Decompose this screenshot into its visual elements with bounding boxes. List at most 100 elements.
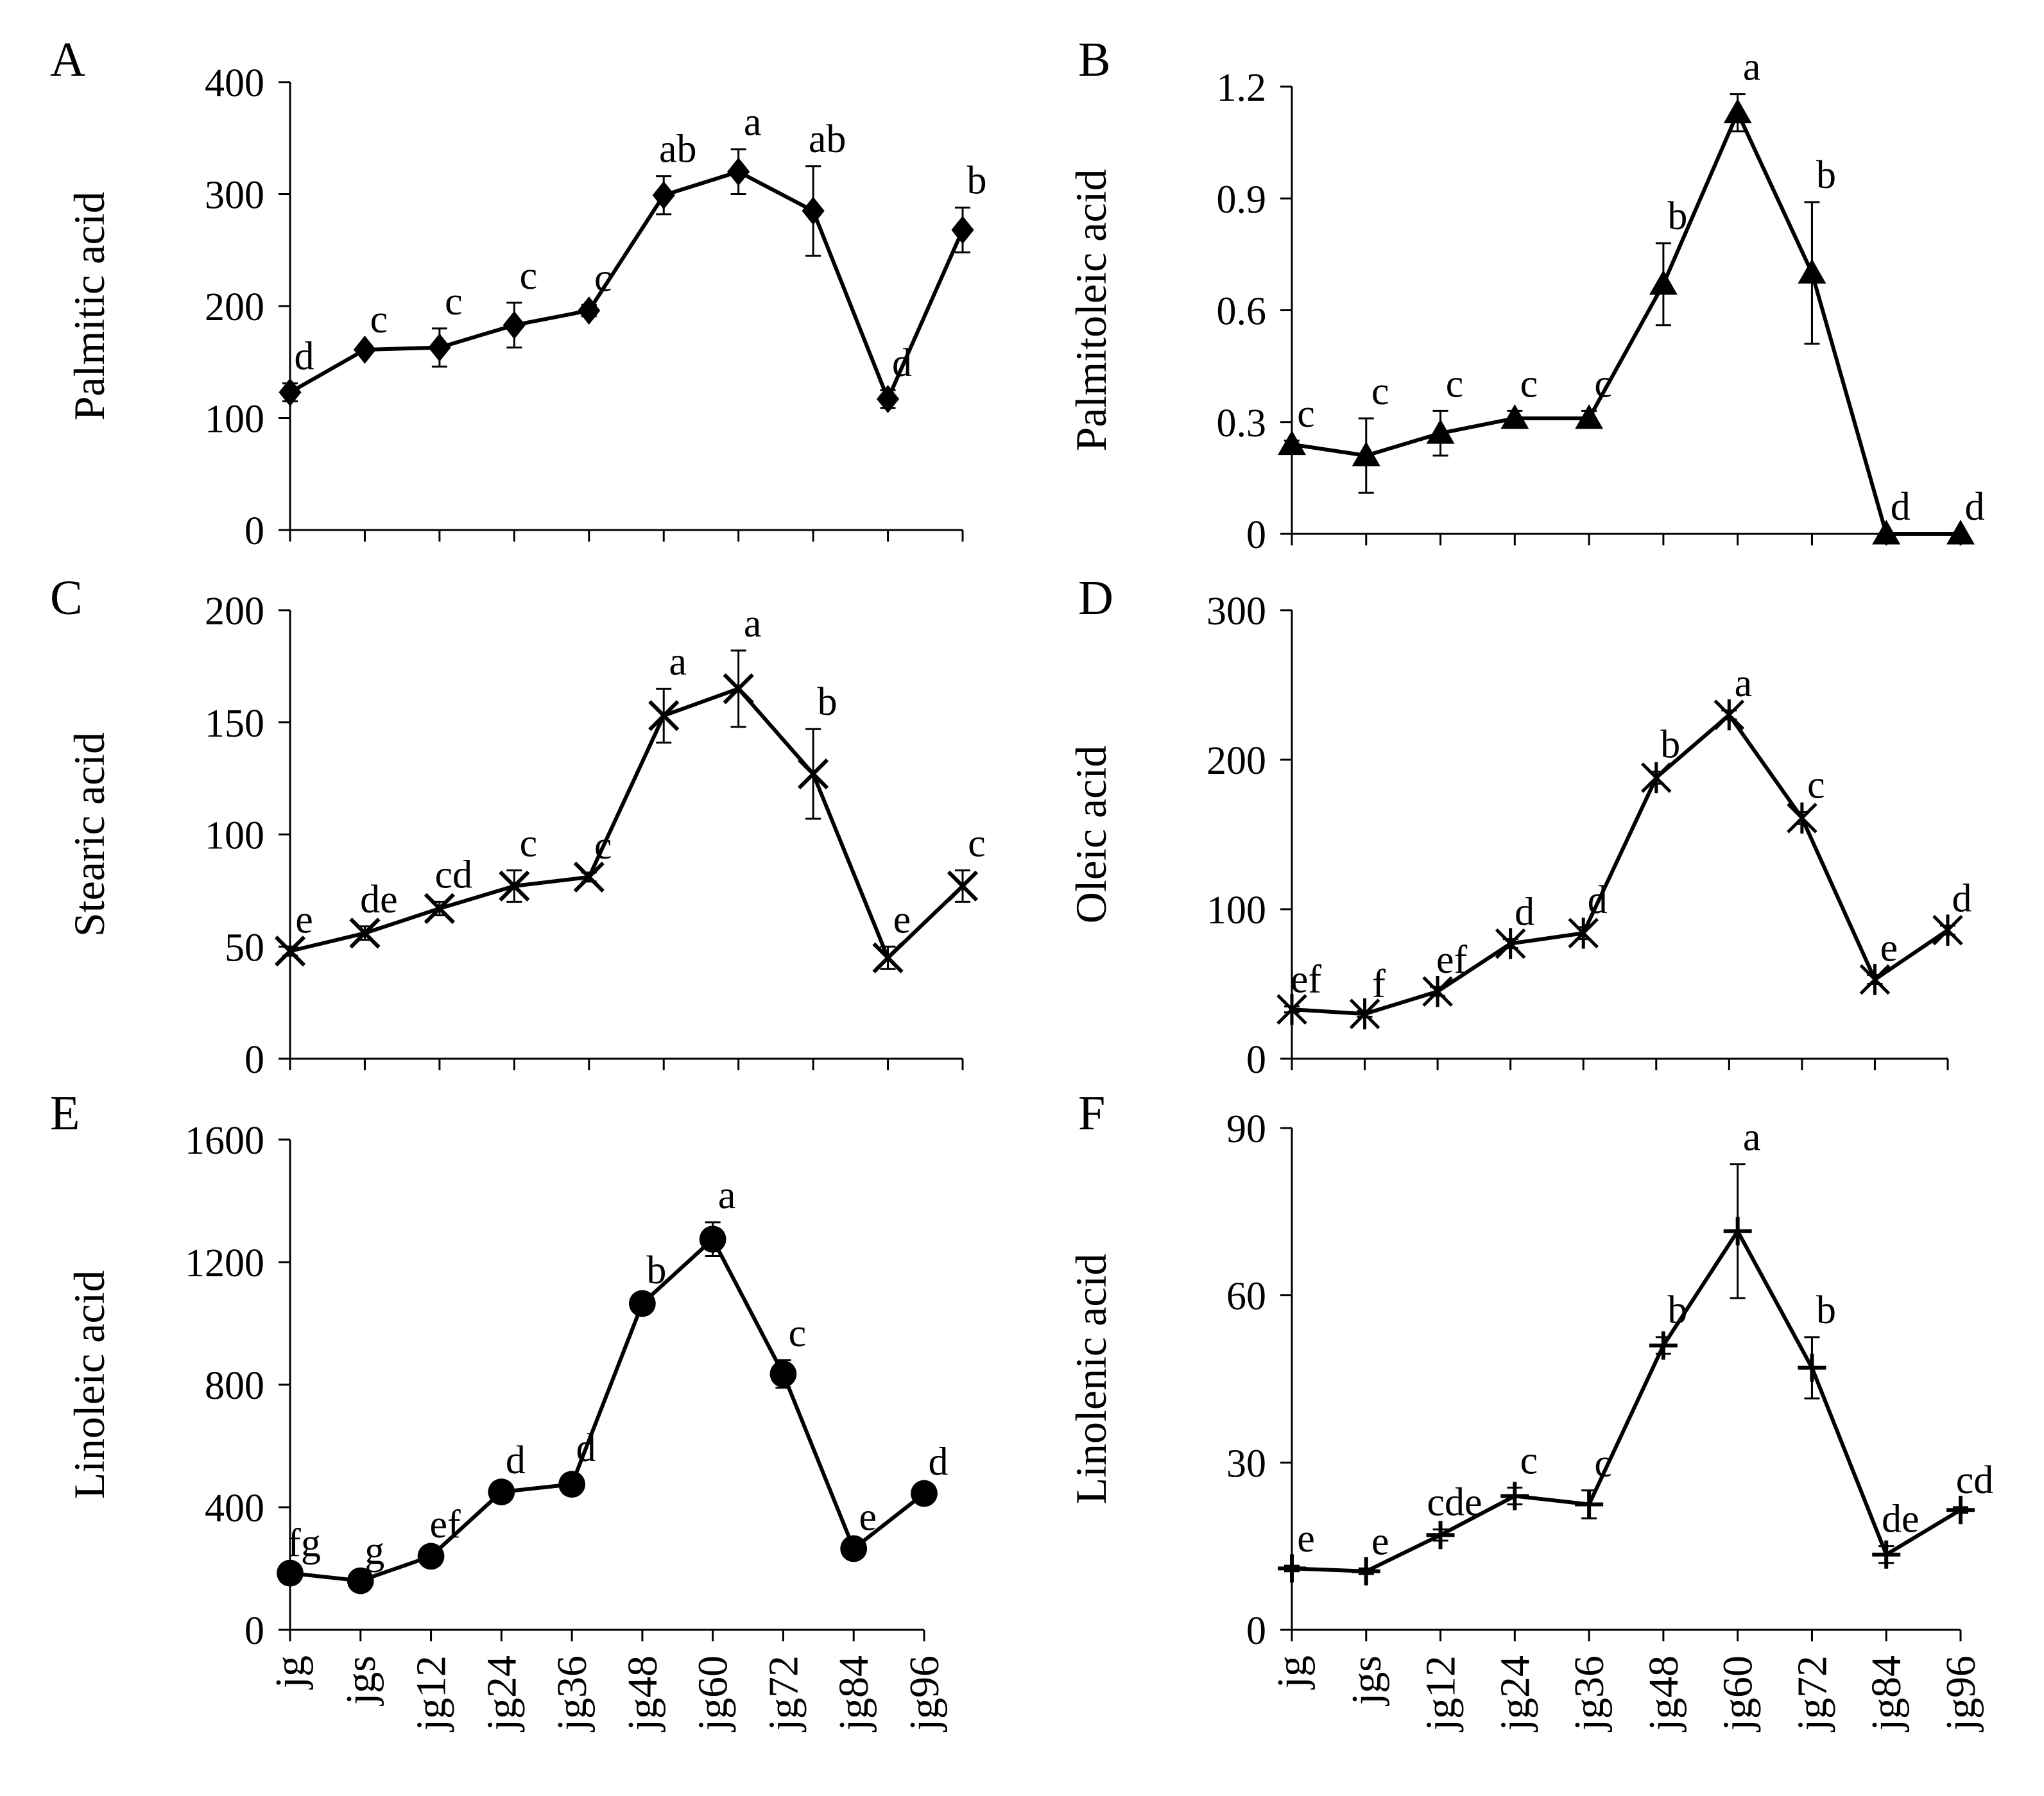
- x-category-label-f: jg72: [1789, 1655, 1835, 1732]
- x-category-label-f: jg96: [1937, 1655, 1984, 1732]
- data-point-f: [1723, 1217, 1752, 1245]
- significance-label-f: e: [1297, 1517, 1315, 1561]
- x-category-label-f: jg24: [1491, 1655, 1538, 1732]
- significance-label-e: fg: [288, 1521, 321, 1565]
- data-point-c: [573, 861, 605, 893]
- data-point-d: [1276, 993, 1307, 1025]
- data-point-f: [1798, 1353, 1826, 1382]
- y-tick-label-c: 150: [205, 702, 264, 746]
- data-point-c: [947, 870, 979, 902]
- y-axis-title-e: Linoleic acid: [65, 1270, 114, 1500]
- significance-label-c: c: [968, 821, 986, 865]
- y-tick-label-e: 400: [205, 1487, 264, 1530]
- x-category-label-f: jg36: [1566, 1655, 1613, 1732]
- data-point-e: [417, 1543, 445, 1570]
- significance-label-d: b: [1660, 723, 1680, 767]
- data-point-d: [1349, 998, 1380, 1030]
- data-point-a: [652, 181, 675, 210]
- panel-letter-b: B: [1078, 33, 1111, 87]
- y-tick-label-b: 0: [1246, 513, 1266, 557]
- y-tick-label-e: 1200: [185, 1242, 264, 1285]
- significance-label-f: cd: [1956, 1458, 1994, 1502]
- x-category-label-e: jg24: [478, 1655, 525, 1732]
- data-point-e: [347, 1567, 374, 1595]
- y-tick-label-d: 0: [1246, 1038, 1266, 1082]
- significance-label-f: cde: [1427, 1481, 1482, 1525]
- data-point-c: [648, 700, 680, 731]
- data-point-b: [1872, 520, 1901, 545]
- data-point-d: [1713, 699, 1745, 731]
- significance-label-b: c: [1371, 370, 1389, 413]
- significance-label-b: c: [1297, 392, 1315, 436]
- y-tick-label-d: 300: [1207, 590, 1266, 633]
- data-point-c: [723, 673, 754, 705]
- x-category-label-e: jg96: [901, 1655, 948, 1732]
- panel-b: B 0 0.3 0.6 0.9 1.2 Palmitoleic acid c c c c c b a b d d: [1067, 33, 1985, 557]
- significance-label-c: c: [520, 821, 538, 865]
- significance-label-b: c: [1446, 362, 1464, 406]
- y-tick-label-f: 90: [1226, 1108, 1266, 1151]
- significance-label-e: d: [576, 1426, 596, 1470]
- data-point-e: [840, 1535, 868, 1562]
- significance-label-c: a: [744, 602, 762, 646]
- significance-label-f: b: [1667, 1288, 1687, 1332]
- series-line-e: [289, 1237, 925, 1583]
- significance-label-a: b: [967, 158, 987, 202]
- significance-label-a: ab: [659, 128, 697, 171]
- data-point-f: [1426, 1521, 1455, 1550]
- data-point-b: [1946, 520, 1975, 545]
- series-line-b: [1291, 110, 1961, 536]
- data-point-f: [1946, 1496, 1975, 1525]
- y-tick-label-b: 1.2: [1217, 66, 1267, 110]
- x-category-label-e: jgs: [338, 1655, 384, 1706]
- significance-label-f: b: [1816, 1288, 1836, 1332]
- y-tick-label-e: 0: [245, 1609, 264, 1653]
- significance-label-e: g: [365, 1529, 384, 1573]
- data-point-a: [428, 333, 451, 362]
- significance-label-c: a: [669, 640, 687, 683]
- significance-label-c: cd: [435, 853, 473, 896]
- x-category-label-e: jg12: [408, 1655, 455, 1732]
- y-tick-label-a: 300: [205, 174, 264, 218]
- data-point-a: [802, 196, 825, 225]
- data-point-b: [1426, 419, 1455, 444]
- data-point-d: [1787, 802, 1817, 834]
- significance-label-d: d: [1952, 877, 1972, 921]
- data-point-d: [1495, 928, 1526, 959]
- significance-label-c: e: [893, 898, 911, 941]
- data-point-a: [578, 296, 601, 325]
- y-axis-title-d: Oleic acid: [1067, 746, 1115, 924]
- y-tick-label-d: 100: [1207, 889, 1266, 932]
- x-category-label-e: jg48: [619, 1655, 666, 1732]
- significance-label-d: c: [1807, 764, 1825, 807]
- data-point-e: [769, 1360, 797, 1388]
- data-point-a: [353, 336, 377, 364]
- y-tick-label-c: 100: [205, 814, 264, 858]
- data-point-e: [628, 1290, 656, 1317]
- data-point-c: [797, 758, 829, 790]
- data-point-d: [1932, 914, 1963, 946]
- significance-label-f: c: [1520, 1439, 1538, 1482]
- y-tick-label-a: 100: [205, 398, 264, 441]
- data-point-e: [558, 1471, 586, 1498]
- x-category-label-e: jg84: [830, 1655, 877, 1732]
- data-point-e: [488, 1478, 515, 1506]
- significance-label-b: d: [1891, 485, 1911, 529]
- data-point-d: [1641, 762, 1672, 794]
- y-tick-label-e: 1600: [185, 1119, 264, 1163]
- significance-label-f: de: [1882, 1498, 1919, 1541]
- significance-label-d: ef: [1436, 938, 1468, 982]
- significance-label-b: b: [1816, 153, 1836, 197]
- data-point-c: [349, 918, 381, 949]
- significance-label-d: ef: [1291, 957, 1322, 1001]
- significance-label-d: f: [1372, 962, 1386, 1005]
- significance-label-a: c: [594, 256, 612, 300]
- significance-label-d: d: [1588, 878, 1608, 922]
- data-point-b: [1723, 98, 1752, 124]
- y-axis-title-a: Palmitic acid: [65, 192, 114, 421]
- data-point-d: [1859, 964, 1891, 995]
- panel-a: A 0 100 200 300 400 Palmitic acid d c c c c ab a ab d b: [50, 33, 987, 553]
- significance-label-f: c: [1594, 1442, 1612, 1485]
- x-category-label-e: jg72: [760, 1655, 807, 1732]
